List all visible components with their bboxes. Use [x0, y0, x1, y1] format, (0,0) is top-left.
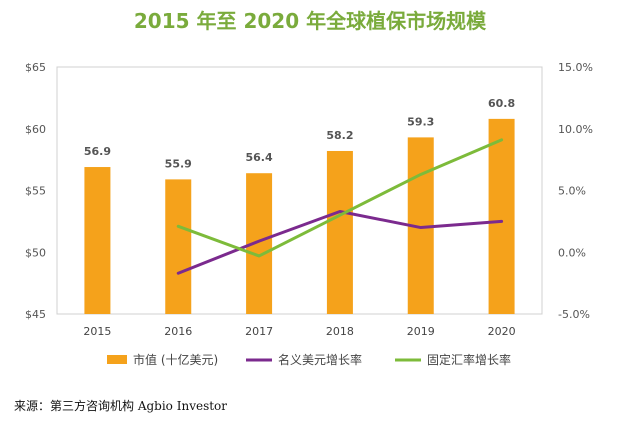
x-axis-tick-label: 2016: [164, 325, 192, 338]
x-axis-tick-label: 2015: [83, 325, 111, 338]
source-note: 来源：第三方咨询机构 Agbio Investor: [14, 398, 227, 413]
right-axis-tick-label: -5.0%: [558, 308, 590, 321]
legend-swatch: [107, 355, 127, 364]
right-axis-tick-label: 10.0%: [558, 123, 593, 136]
bar-value-label: 60.8: [488, 97, 515, 110]
right-axis: -5.0% 0.0% 5.0% 10.0% 15.0%: [558, 61, 593, 321]
bar-value-label: 56.4: [246, 151, 273, 164]
bar: [488, 118, 515, 315]
x-axis-tick-label: 2017: [245, 325, 273, 338]
x-axis-tick-label: 2018: [326, 325, 354, 338]
right-axis-tick-label: 5.0%: [558, 185, 586, 198]
bar: [165, 179, 192, 314]
x-axis: 2015 2016 2017 2018 2019 2020: [83, 325, 515, 338]
legend-label: 名义美元增长率: [278, 352, 362, 367]
bar-data-labels: 56.9 55.9 56.4 58.2 59.3 60.8: [84, 97, 515, 171]
line-2: [176, 138, 504, 258]
left-axis-tick-label: $45: [25, 308, 46, 321]
legend-label: 市值 (十亿美元): [133, 352, 218, 367]
line-series: [176, 138, 504, 275]
x-axis-tick-label: 2019: [407, 325, 435, 338]
right-axis-tick-label: 0.0%: [558, 246, 586, 259]
bar-value-label: 55.9: [165, 157, 192, 170]
left-axis-tick-label: $60: [25, 123, 46, 136]
left-axis: $45 $50 $55 $60 $65: [25, 61, 46, 321]
x-axis-tick-label: 2020: [488, 325, 516, 338]
bar-value-label: 58.2: [326, 129, 353, 142]
line-1: [176, 209, 504, 275]
right-axis-tick-label: 15.0%: [558, 61, 593, 74]
bar-value-label: 59.3: [407, 115, 434, 128]
left-axis-tick-label: $55: [25, 185, 46, 198]
bar-series: [84, 118, 515, 315]
chart-title: 2015 年至 2020 年全球植保市场规模: [134, 9, 487, 33]
bar-value-label: 56.9: [84, 145, 111, 158]
bar: [84, 167, 111, 314]
bar: [326, 150, 353, 314]
legend: 市值 (十亿美元) 名义美元增长率 固定汇率增长率: [107, 352, 511, 367]
left-axis-tick-label: $50: [25, 246, 46, 259]
legend-label: 固定汇率增长率: [427, 352, 511, 367]
plot-frame: [56, 66, 543, 315]
left-axis-tick-label: $65: [25, 61, 46, 74]
